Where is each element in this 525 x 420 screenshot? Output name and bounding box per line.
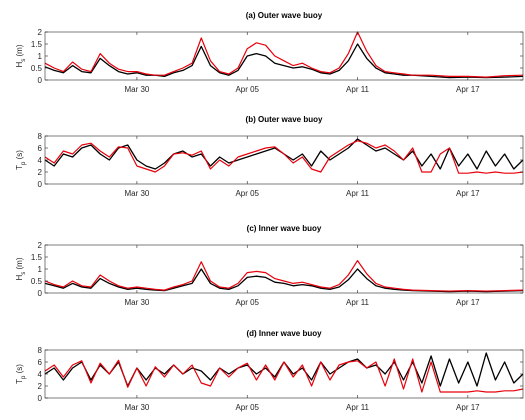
y-axis-label: Tp (s) xyxy=(15,150,27,170)
x-tick-label: Mar 30 xyxy=(124,298,149,307)
y-tick-label: 0 xyxy=(38,289,43,298)
y-tick-label: 6 xyxy=(38,358,43,367)
series-line-red xyxy=(44,140,524,174)
y-tick-label: 1.5 xyxy=(31,253,43,262)
y-axis-label-subscript: s xyxy=(21,272,27,275)
y-tick-label: 0 xyxy=(38,76,43,85)
series-line-black xyxy=(44,43,524,79)
y-axis-label: Hs (m) xyxy=(15,257,27,280)
y-tick-label: 8 xyxy=(38,346,43,355)
series-line-red xyxy=(44,260,524,292)
y-tick-label: 0.5 xyxy=(31,277,43,286)
y-axis-label-main: H xyxy=(15,275,24,281)
x-tick-label: Apr 11 xyxy=(346,403,370,412)
x-tick-label: Apr 05 xyxy=(235,189,259,198)
x-tick-label: Apr 11 xyxy=(346,85,370,94)
y-axis-label-unit: (m) xyxy=(15,257,24,272)
chart-title: (b) Outer wave buoy xyxy=(246,115,323,124)
y-axis-label-unit: (s) xyxy=(15,150,24,162)
y-axis-label: Hs (m) xyxy=(15,44,27,67)
y-axis-label-main: T xyxy=(15,165,24,170)
x-tick-label: Apr 17 xyxy=(456,403,480,412)
series-line-red xyxy=(44,358,524,393)
y-tick-label: 6 xyxy=(38,144,43,153)
y-tick-label: 8 xyxy=(38,132,43,141)
x-tick-label: Mar 30 xyxy=(124,403,149,412)
y-axis-label-subscript: p xyxy=(21,161,27,165)
chart-title: (a) Outer wave buoy xyxy=(246,11,323,20)
y-tick-label: 1 xyxy=(38,52,43,61)
x-tick-label: Mar 30 xyxy=(124,85,149,94)
x-tick-label: Apr 11 xyxy=(346,298,370,307)
x-tick-label: Apr 17 xyxy=(456,298,480,307)
y-axis-label-main: H xyxy=(15,62,24,68)
chart-title: (d) Inner wave buoy xyxy=(246,329,322,338)
x-tick-label: Mar 30 xyxy=(124,189,149,198)
x-tick-label: Apr 05 xyxy=(235,403,259,412)
x-tick-label: Apr 17 xyxy=(456,189,480,198)
chart-title: (c) Inner wave buoy xyxy=(247,224,322,233)
y-tick-label: 2 xyxy=(38,241,43,250)
y-tick-label: 0 xyxy=(38,180,43,189)
y-tick-label: 2 xyxy=(38,382,43,391)
y-tick-label: 2 xyxy=(38,168,43,177)
y-tick-label: 0.5 xyxy=(31,64,43,73)
y-axis-label-unit: (s) xyxy=(15,364,24,376)
x-tick-label: Apr 05 xyxy=(235,298,259,307)
y-axis-label-main: T xyxy=(15,379,24,384)
y-tick-label: 1.5 xyxy=(31,40,43,49)
y-axis-label-subscript: p xyxy=(21,375,27,379)
x-tick-label: Apr 11 xyxy=(346,189,370,198)
y-tick-label: 0 xyxy=(38,394,43,403)
series-line-black xyxy=(44,268,524,293)
y-tick-label: 4 xyxy=(38,156,43,165)
y-tick-label: 2 xyxy=(38,28,43,37)
series-line-red xyxy=(44,31,524,78)
y-axis-label-unit: (m) xyxy=(15,44,24,59)
x-tick-label: Apr 05 xyxy=(235,85,259,94)
x-tick-label: Apr 17 xyxy=(456,85,480,94)
y-axis-label-subscript: s xyxy=(21,59,27,62)
y-axis-label: Tp (s) xyxy=(15,364,27,384)
y-tick-label: 4 xyxy=(38,370,43,379)
y-tick-label: 1 xyxy=(38,265,43,274)
